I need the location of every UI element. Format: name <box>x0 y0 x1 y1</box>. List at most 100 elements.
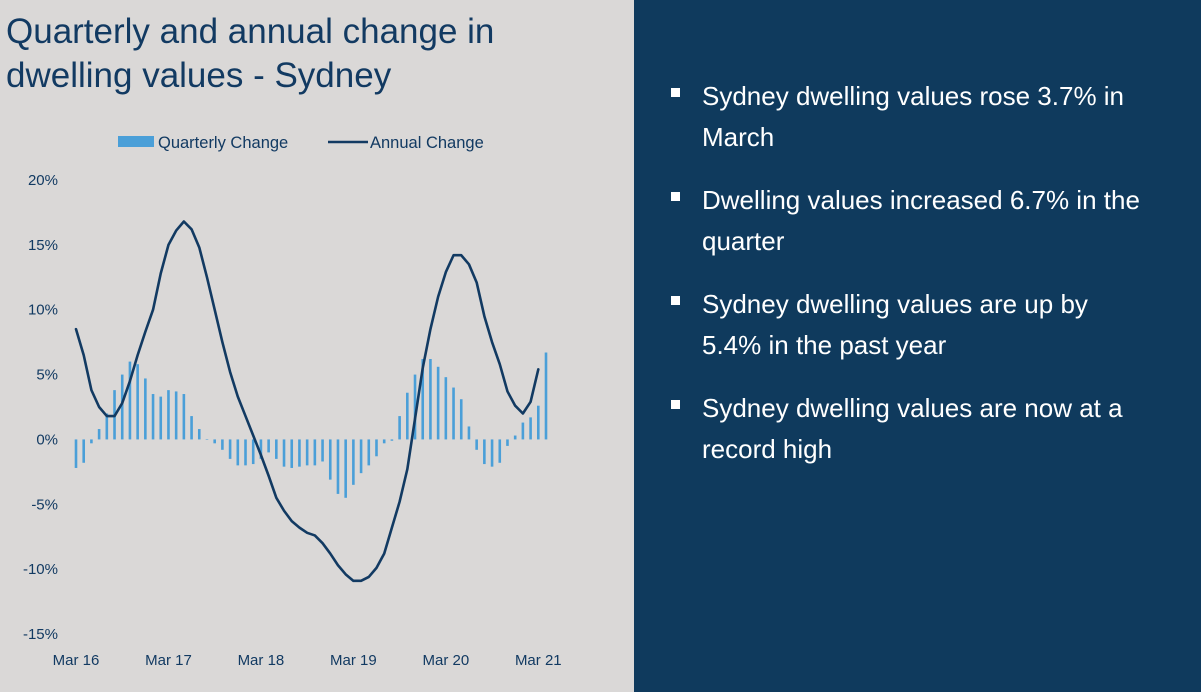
quarterly-change-bar <box>313 439 317 466</box>
quarterly-change-bar <box>490 439 494 467</box>
quarterly-change-bars <box>74 352 548 498</box>
key-point-4-line-1: Sydney dwelling values are now at a <box>702 393 1123 423</box>
quarterly-change-bar <box>390 439 394 441</box>
quarterly-change-bar <box>344 439 347 498</box>
quarterly-change-bar <box>421 359 425 440</box>
quarterly-change-bar <box>521 422 525 440</box>
quarterly-change-bar <box>236 439 240 466</box>
quarterly-change-bar <box>406 392 409 440</box>
y-axis: 20% 15% 10% 5% 0% -5% -10% -15% <box>23 172 58 643</box>
quarterly-change-bar <box>144 378 147 440</box>
quarterly-change-bar <box>228 439 232 459</box>
key-point-1-line-2: March <box>702 122 775 152</box>
annual-change-line <box>74 220 540 583</box>
quarterly-change-bar <box>452 387 455 440</box>
key-points-list: Sydney dwelling values rose 3.7% in Marc… <box>668 76 1188 492</box>
quarterly-change-bar <box>259 439 263 459</box>
bullet-square-icon <box>671 192 680 201</box>
key-point-3-line-2: 5.4% in the past year <box>702 330 947 360</box>
quarterly-change-bar <box>444 377 448 440</box>
chart-panel <box>0 0 634 692</box>
key-point-2-line-2: quarter <box>702 226 785 256</box>
quarterly-change-bar <box>74 439 78 468</box>
quarterly-change-bar <box>90 439 93 444</box>
x-tick-label: Mar 21 <box>515 652 562 669</box>
quarterly-change-bar <box>529 417 532 440</box>
quarterly-change-bar <box>151 394 155 440</box>
quarterly-change-bar <box>352 439 355 485</box>
legend-label-quarterly: Quarterly Change <box>158 134 288 152</box>
quarterly-change-bar <box>197 429 201 440</box>
bullet-square-icon <box>671 296 680 305</box>
y-tick-label: 15% <box>28 237 58 254</box>
quarterly-change-bar <box>205 439 209 440</box>
quarterly-change-bar <box>498 439 502 463</box>
quarterly-change-bar <box>375 439 378 457</box>
slide-title: Quarterly and annual change in dwelling … <box>6 10 606 98</box>
quarterly-change-bar <box>136 364 139 440</box>
key-point-3: Sydney dwelling values are up by 5.4% in… <box>668 284 1188 366</box>
quarterly-change-bar <box>475 439 478 450</box>
quarterly-change-bar <box>120 374 124 440</box>
legend-swatch-quarterly <box>118 136 154 147</box>
y-tick-label: 0% <box>36 431 58 448</box>
quarterly-change-bar <box>413 374 417 440</box>
quarterly-change-bar <box>174 391 178 440</box>
quarterly-change-bar <box>467 426 471 440</box>
x-tick-label: Mar 17 <box>145 652 192 669</box>
quarterly-change-bar <box>305 439 309 466</box>
legend-label-annual: Annual Change <box>370 134 484 152</box>
quarterly-change-bar <box>513 435 517 440</box>
quarterly-change-bar <box>359 439 363 474</box>
quarterly-change-bar <box>128 361 132 440</box>
key-point-4: Sydney dwelling values are now at a reco… <box>668 388 1188 470</box>
quarterly-change-bar <box>298 439 301 467</box>
quarterly-change-bar <box>459 399 463 440</box>
quarterly-change-bar <box>382 439 386 444</box>
key-point-1: Sydney dwelling values rose 3.7% in Marc… <box>668 76 1188 158</box>
x-tick-label: Mar 19 <box>330 652 377 669</box>
quarterly-change-bar <box>159 396 163 440</box>
quarterly-change-bar <box>436 366 440 440</box>
quarterly-change-bar <box>536 405 540 440</box>
quarterly-change-bar <box>544 352 548 440</box>
slide-title-line-1: Quarterly and annual change in <box>6 12 495 51</box>
key-point-2-line-1: Dwelling values increased 6.7% in the <box>702 185 1140 215</box>
quarterly-change-bar <box>321 439 324 462</box>
quarterly-change-bar <box>483 439 486 465</box>
y-tick-label: 20% <box>28 172 58 189</box>
quarterly-change-bar <box>336 439 340 494</box>
key-point-2: Dwelling values increased 6.7% in the qu… <box>668 180 1188 262</box>
y-tick-label: -15% <box>23 626 58 643</box>
key-point-4-line-2: record high <box>702 434 833 464</box>
x-tick-label: Mar 16 <box>53 652 100 669</box>
annual-change-series-line <box>74 220 540 583</box>
chart-legend: Quarterly Change Annual Change <box>118 134 484 152</box>
slide-title-line-2: dwelling values - Sydney <box>6 56 392 95</box>
key-point-1-line-1: Sydney dwelling values rose 3.7% in <box>702 81 1125 111</box>
quarterly-change-bar <box>367 439 371 466</box>
quarterly-change-bar <box>267 439 270 453</box>
quarterly-change-bar <box>167 390 170 440</box>
quarterly-change-bar <box>82 439 86 463</box>
summary-panel <box>634 0 1201 692</box>
x-axis: Mar 16 Mar 17 Mar 18 Mar 19 Mar 20 Mar 21 <box>53 652 562 669</box>
quarterly-change-bar <box>328 439 332 480</box>
quarterly-change-bar <box>251 439 255 465</box>
y-tick-label: 10% <box>28 302 58 319</box>
quarterly-change-bar <box>275 439 278 459</box>
key-point-3-line-1: Sydney dwelling values are up by <box>702 289 1088 319</box>
bullet-square-icon <box>671 88 680 97</box>
y-tick-label: -5% <box>31 496 58 513</box>
quarterly-change-bar <box>182 394 186 440</box>
quarterly-change-bar <box>506 439 509 446</box>
quarterly-change-bar <box>244 439 247 466</box>
quarterly-change-bar <box>190 416 193 440</box>
quarterly-change-bar <box>398 416 401 440</box>
quarterly-change-bar <box>282 439 286 467</box>
x-tick-label: Mar 20 <box>422 652 469 669</box>
bullet-square-icon <box>671 400 680 409</box>
quarterly-change-bar <box>105 413 109 440</box>
y-tick-label: -10% <box>23 561 58 578</box>
x-tick-label: Mar 18 <box>238 652 285 669</box>
